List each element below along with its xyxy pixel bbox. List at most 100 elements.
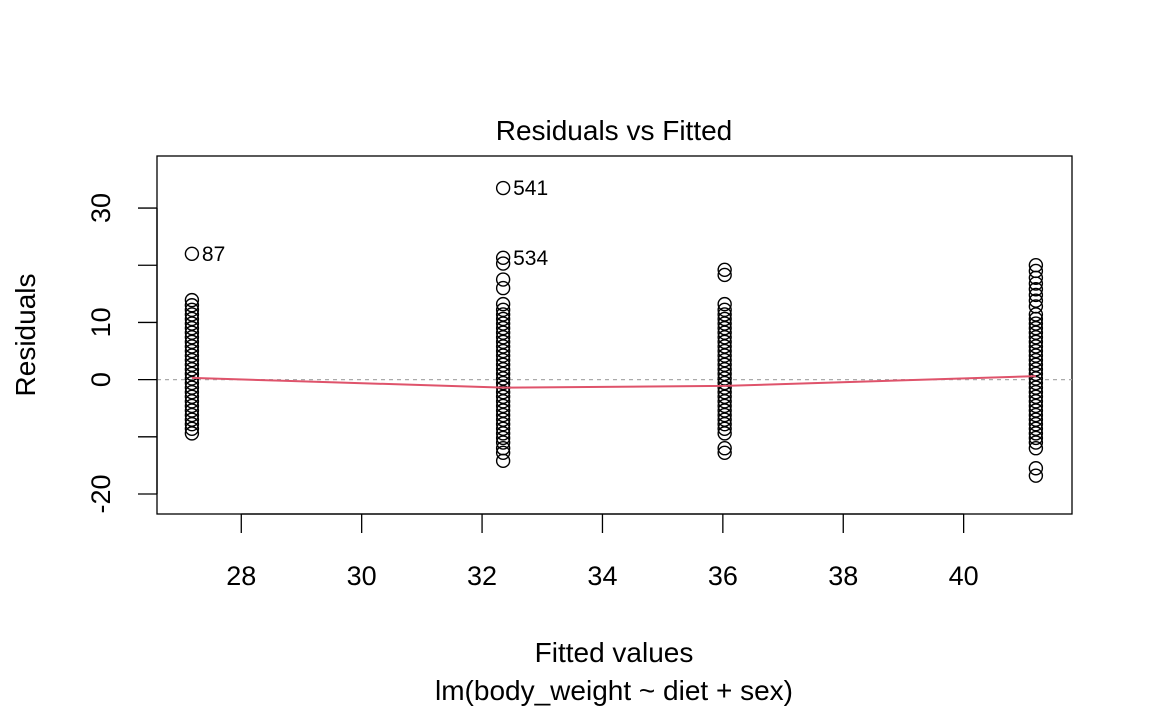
data-point [1028,343,1044,359]
data-point [717,417,732,432]
y-tick-label: 0 [86,372,116,387]
data-point [184,348,200,363]
data-point [495,280,511,296]
outlier-label: 87 [202,243,225,266]
data-point [717,339,732,354]
plot-frame [156,155,1073,515]
data-point [1028,384,1044,400]
data-point [1028,293,1044,308]
data-point [717,311,732,327]
data-point [184,426,200,441]
data-point [184,330,200,345]
data-point [1028,380,1044,395]
data-point [184,325,200,340]
data-point [717,262,732,278]
data-point [184,384,200,400]
data-point [717,352,732,368]
data-point [1028,394,1044,409]
data-point [1028,316,1044,331]
data-point [184,339,200,354]
data-point [717,334,732,350]
data-point [717,296,732,312]
data-point [495,250,511,265]
data-point [184,311,200,327]
data-point [717,398,732,414]
data-point [1028,287,1044,303]
data-point [184,380,200,395]
data-point [184,302,200,318]
data-point [1028,352,1044,368]
data-point [184,352,200,368]
data-point [717,412,732,427]
y-tick-label: 10 [86,307,116,337]
data-point [717,316,732,331]
data-point [495,272,511,287]
data-point [495,348,511,363]
x-tick-label: 28 [226,561,256,591]
data-point [1028,362,1044,377]
data-point [184,343,200,359]
data-point [1028,320,1044,336]
data-point [717,366,732,382]
data-point [1028,366,1044,382]
chart-title: Residuals vs Fitted [496,115,733,146]
data-point [717,445,732,461]
x-tick-label: 38 [828,561,858,591]
data-point [184,298,200,313]
data-point [495,403,511,418]
data-point [184,320,200,336]
data-point [495,180,511,196]
data-point [1028,426,1044,441]
y-tick-label: 30 [86,193,116,223]
data-point [717,394,732,409]
data-point [495,375,511,391]
data-point [1028,311,1044,327]
data-point [184,421,200,436]
data-point [717,375,732,391]
data-point [495,316,511,331]
data-point [184,316,200,331]
data-point [1028,276,1044,291]
data-point [1028,407,1044,423]
data-point [717,343,732,359]
data-point [495,362,511,377]
x-tick-label: 36 [708,561,738,591]
data-point [495,311,511,327]
x-axis-label: Fitted values [535,637,694,668]
data-point [495,398,511,414]
data-point [184,375,200,391]
data-point [1028,258,1044,273]
data-point [184,403,200,418]
data-point [1028,421,1044,436]
data-point [495,330,511,345]
data-point [1028,339,1044,354]
data-point [495,366,511,382]
data-point [495,339,511,354]
data-point [717,302,732,318]
data-point [1028,357,1044,372]
y-tick-label: -20 [86,474,116,513]
data-point [184,389,200,404]
data-point [184,246,200,261]
data-point [495,256,511,271]
data-point [717,325,732,340]
data-point [717,389,732,404]
data-point [717,421,732,436]
data-point [184,417,200,432]
data-point [1028,371,1044,386]
data-point [1028,398,1044,414]
residual-points [184,180,1044,483]
data-point [495,435,511,450]
data-point [717,348,732,363]
data-point [1028,430,1044,446]
data-point [717,330,732,345]
data-point [184,292,200,308]
x-tick-label: 34 [587,561,617,591]
data-point [184,334,200,350]
data-point [1028,412,1044,427]
data-point [717,403,732,418]
data-point [1028,307,1044,322]
data-point [184,366,200,382]
data-point [495,302,511,318]
data-point [717,362,732,377]
